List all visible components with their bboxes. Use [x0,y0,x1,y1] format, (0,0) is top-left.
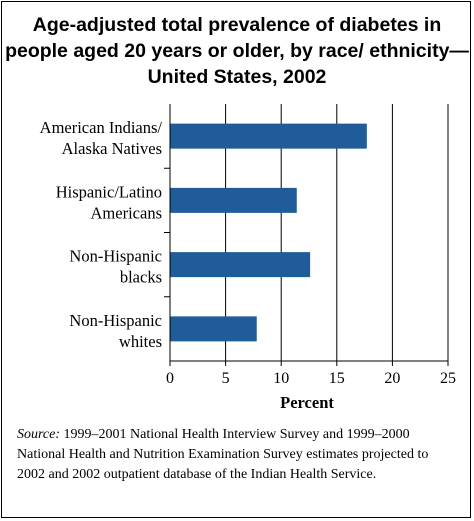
category-label-1: Hispanic/Latino Americans [56,182,162,222]
category-label-3: Non-Hispanic whites [69,311,162,351]
category-label-line: Americans [91,203,162,222]
category-label-line: American Indians/ [40,118,163,137]
category-label-line: blacks [120,268,162,287]
bar-3 [170,316,257,342]
x-tick-label-5: 5 [222,370,230,387]
x-axis-label: Percent [280,393,334,412]
x-tick-label-15: 15 [329,370,345,387]
x-tick-label-20: 20 [384,370,400,387]
category-label-line: Hispanic/Latino [56,182,162,201]
category-label-line: Non-Hispanic [69,311,162,330]
category-label-0: American Indians/Alaska Natives [40,118,163,158]
category-label-line: Non-Hispanic [69,247,162,266]
x-tick-label-25: 25 [440,370,456,387]
source-text: 1999–2001 National Health Interview Surv… [17,427,429,482]
bar-2 [170,252,311,278]
category-label-2: Non-Hispanic blacks [69,247,162,287]
category-label-line: Alaska Natives [62,139,162,158]
source-label: Source: [17,427,61,442]
bar-1 [170,187,297,213]
source-note: Source: 1999–2001 National Health Interv… [17,425,457,485]
chart-title: Age-adjusted total prevalence of diabete… [5,14,469,88]
x-tick-label-0: 0 [166,370,174,387]
category-label-line: whites [119,332,162,351]
x-tick-label-10: 10 [273,370,289,387]
bar-0 [170,123,367,149]
